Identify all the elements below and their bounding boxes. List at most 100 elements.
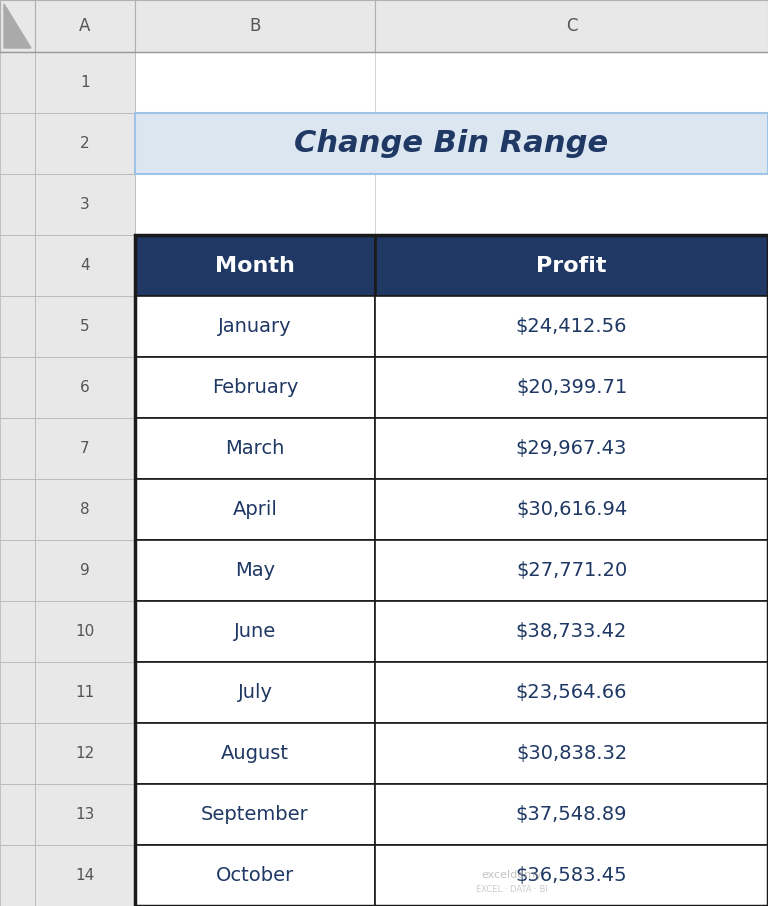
Bar [135,235,375,296]
Text: B: B [250,17,260,35]
Bar [375,662,768,723]
Bar [375,540,768,601]
Text: 1: 1 [80,75,90,90]
Bar [35,113,135,174]
Bar [375,0,768,52]
Bar [35,235,135,296]
Text: $37,548.89: $37,548.89 [516,805,627,824]
Bar [375,52,768,113]
Polygon shape [4,4,31,48]
Bar [135,174,375,235]
Bar [0,296,35,357]
Text: $36,583.45: $36,583.45 [515,866,627,885]
Bar [135,662,375,723]
Bar [375,784,768,845]
Text: $38,733.42: $38,733.42 [516,622,627,641]
Text: 7: 7 [80,441,90,456]
Bar [135,845,375,906]
Bar [135,723,375,784]
Bar [135,357,375,418]
Bar [135,113,768,174]
Bar [35,479,135,540]
Bar [135,296,375,357]
Bar [375,723,768,784]
Text: 2: 2 [80,136,90,151]
Bar [135,418,375,479]
Bar [375,357,768,418]
Bar [0,723,35,784]
Bar [135,113,375,174]
Bar [135,540,375,601]
Bar [35,723,135,784]
Bar [35,357,135,418]
Text: 5: 5 [80,319,90,334]
Bar [375,357,768,418]
Text: September: September [201,805,309,824]
Text: May: May [235,561,275,580]
Text: 8: 8 [80,502,90,517]
Bar [0,235,35,296]
Text: $20,399.71: $20,399.71 [516,378,627,397]
Bar [0,601,35,662]
Text: 10: 10 [75,624,94,639]
Bar [0,357,35,418]
Text: $30,616.94: $30,616.94 [516,500,627,519]
Text: Change Bin Range: Change Bin Range [294,129,608,158]
Bar [35,845,135,906]
Bar [135,845,375,906]
Bar [375,662,768,723]
Text: 6: 6 [80,380,90,395]
Text: January: January [218,317,292,336]
Text: EXCEL · DATA · BI: EXCEL · DATA · BI [475,885,548,894]
Text: July: July [237,683,273,702]
Text: 11: 11 [75,685,94,700]
Bar [375,235,768,296]
Text: C: C [566,17,578,35]
Bar [375,174,768,235]
Text: $27,771.20: $27,771.20 [516,561,627,580]
Bar [375,113,768,174]
Bar [135,479,375,540]
Text: 13: 13 [75,807,94,822]
Bar [0,479,35,540]
Bar [35,174,135,235]
Bar [0,662,35,723]
Bar [375,540,768,601]
Bar [135,784,375,845]
Text: 12: 12 [75,746,94,761]
Bar [375,418,768,479]
Bar [135,662,375,723]
Bar [135,479,375,540]
Bar [375,601,768,662]
Bar [135,357,375,418]
Bar [0,0,35,52]
Bar [375,235,768,296]
Bar [35,52,135,113]
Text: February: February [212,378,298,397]
Bar [375,845,768,906]
Bar [135,418,375,479]
Bar [135,784,375,845]
Bar [375,296,768,357]
Bar [35,0,135,52]
Text: A: A [79,17,91,35]
Bar [375,784,768,845]
Bar [0,784,35,845]
Bar [135,235,375,296]
Bar [35,662,135,723]
Bar [0,113,35,174]
Bar [0,174,35,235]
Bar [35,418,135,479]
Text: $29,967.43: $29,967.43 [516,439,627,458]
Bar [135,296,375,357]
Bar [35,601,135,662]
Bar [375,418,768,479]
Bar [135,601,375,662]
Text: $24,412.56: $24,412.56 [516,317,627,336]
Text: exceldemy: exceldemy [482,871,541,881]
Bar [135,601,375,662]
Text: 3: 3 [80,197,90,212]
Bar [375,479,768,540]
Bar [375,845,768,906]
Bar [375,601,768,662]
